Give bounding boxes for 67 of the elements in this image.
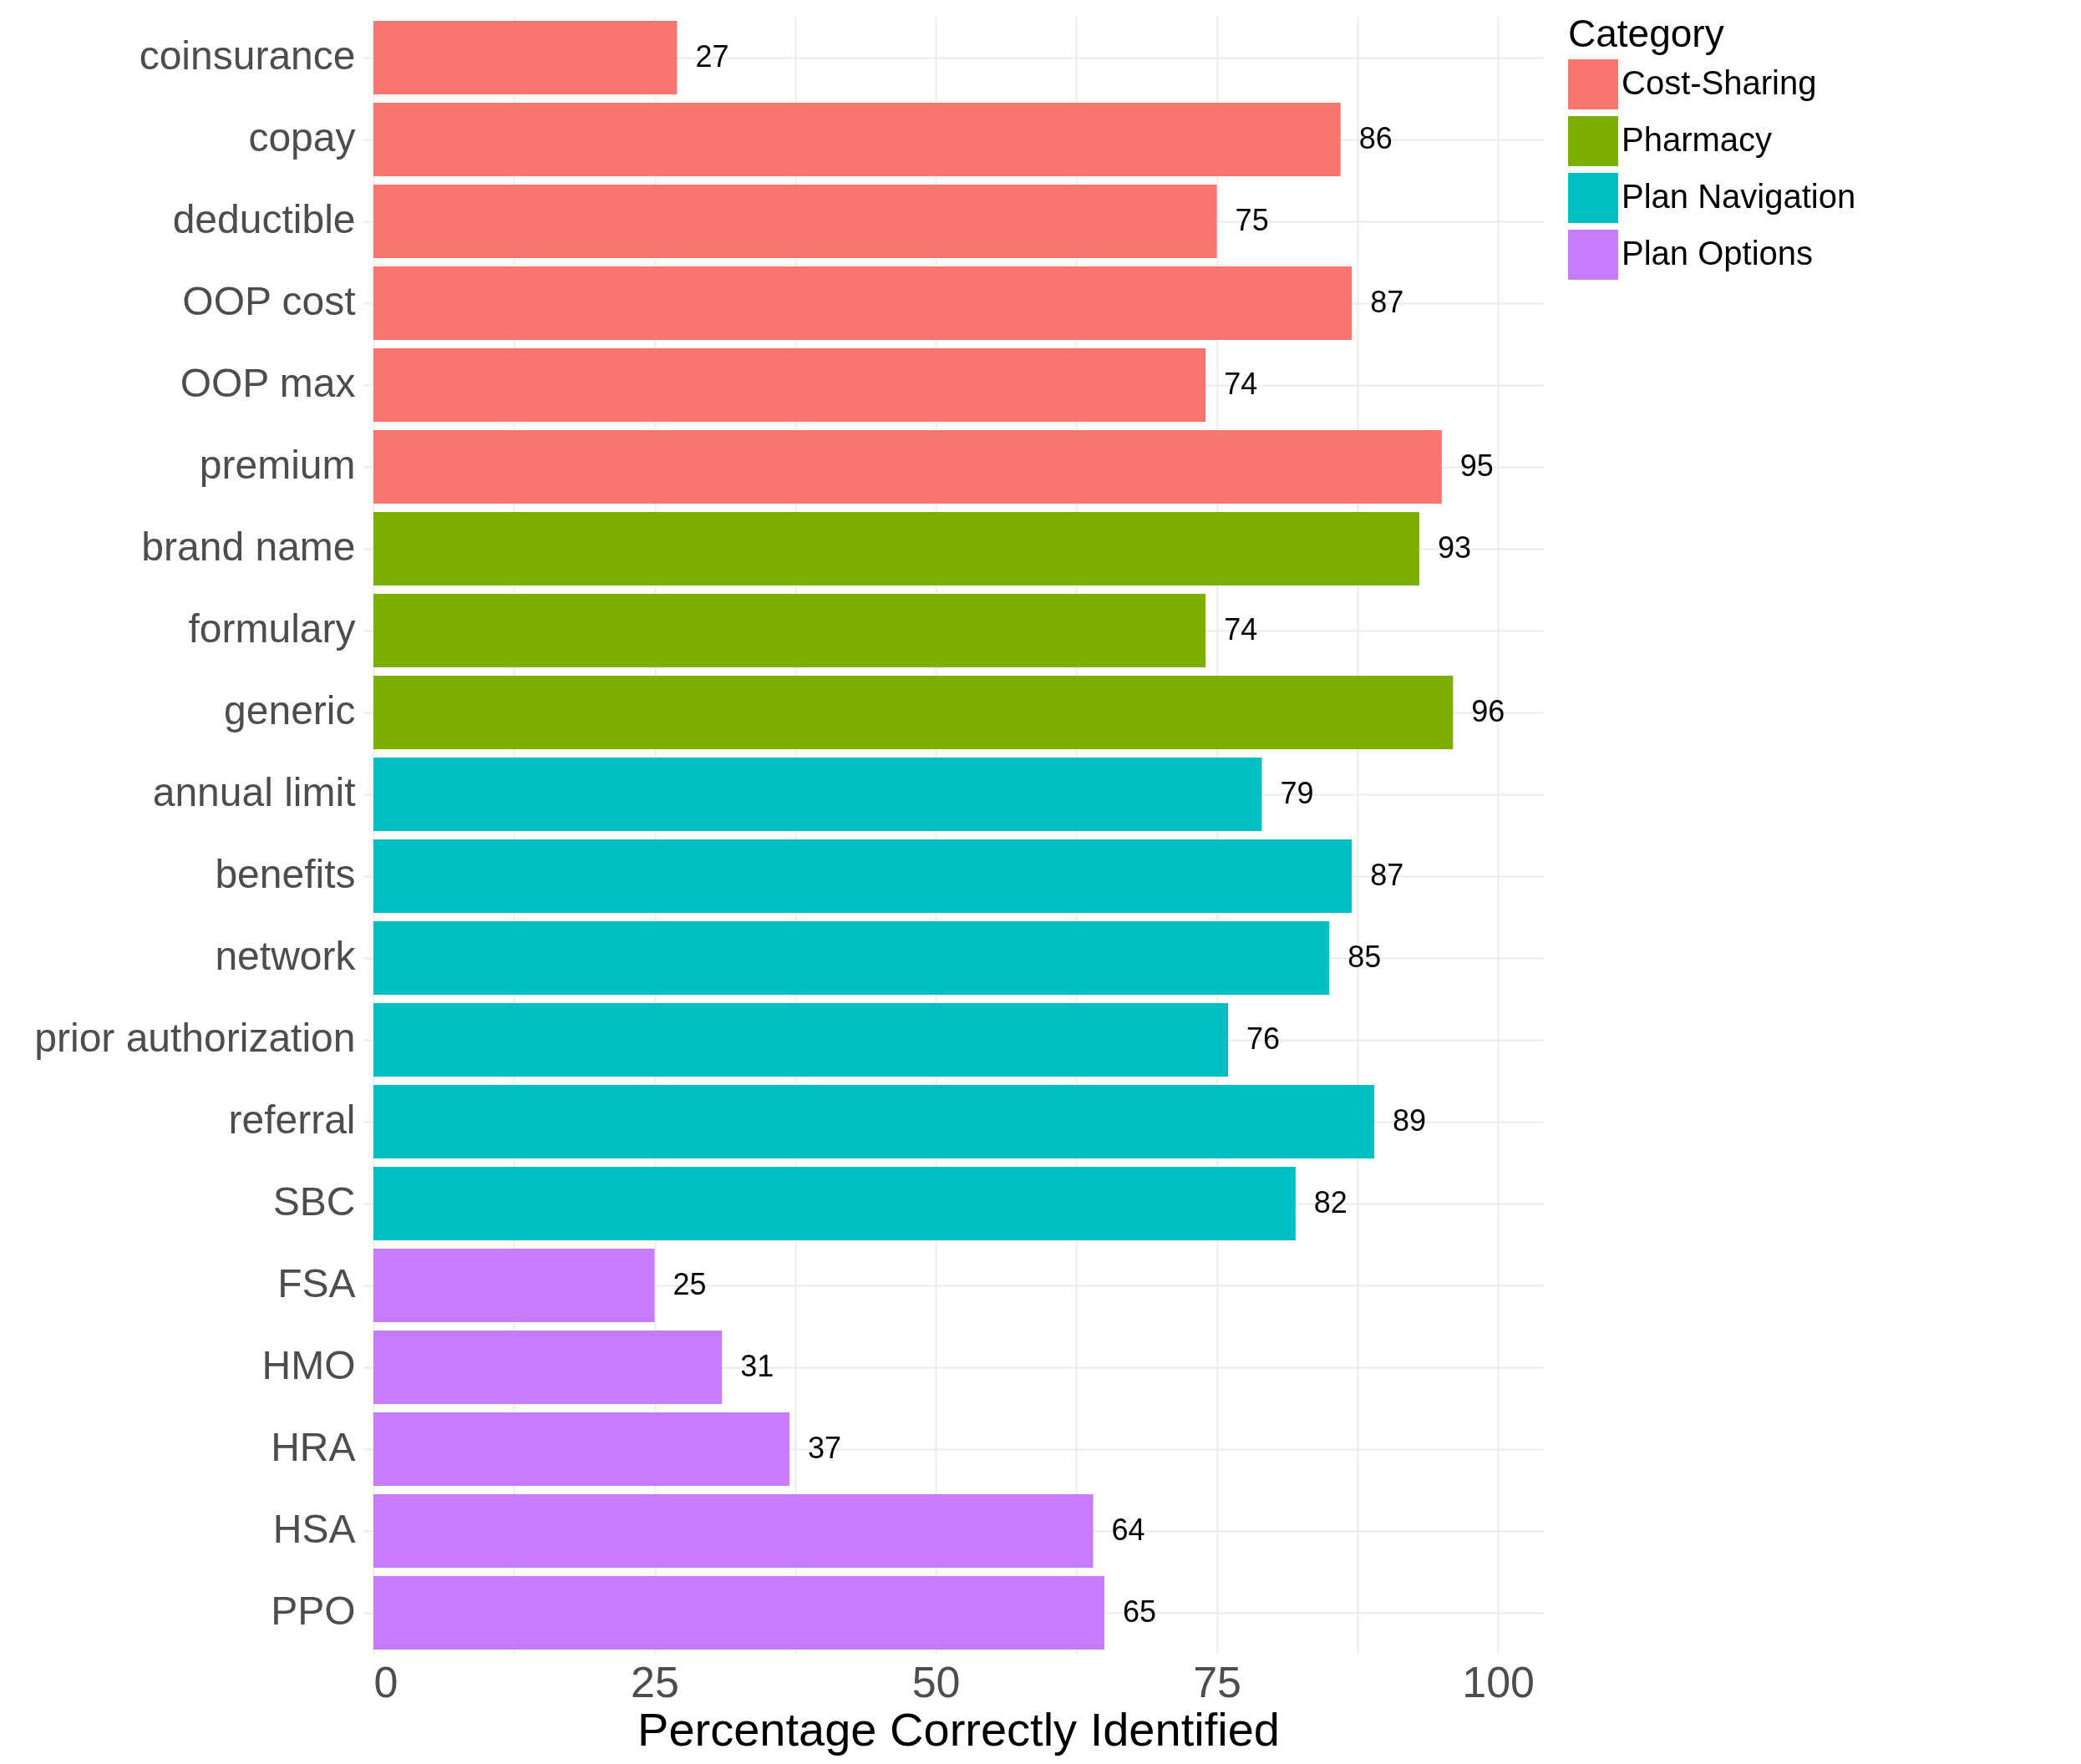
bar (373, 511, 1419, 586)
legend-label: Cost-Sharing (1622, 64, 1817, 101)
bar (373, 1084, 1375, 1159)
bar (373, 1575, 1104, 1650)
data-label: 27 (695, 39, 729, 74)
bar (373, 347, 1206, 423)
legend-label: Plan Navigation (1622, 178, 1856, 215)
data-label: 95 (1459, 449, 1494, 483)
y-tick-label: HRA (271, 1425, 356, 1469)
x-tick-label: 100 (1462, 1657, 1535, 1706)
data-label: 79 (1280, 776, 1314, 810)
data-label: 64 (1111, 1513, 1145, 1547)
data-label: 65 (1123, 1594, 1157, 1629)
data-label: 74 (1224, 612, 1258, 646)
y-tick-label: formulary (188, 606, 356, 651)
y-tick-label: OOP max (180, 361, 356, 405)
y-tick-label: SBC (272, 1179, 356, 1224)
data-label: 87 (1370, 858, 1404, 892)
legend-title: Category (1568, 12, 1724, 55)
y-tick-label: HMO (261, 1343, 356, 1387)
y-tick-label: PPO (271, 1589, 356, 1633)
bar (373, 102, 1341, 177)
bar (373, 1493, 1094, 1569)
data-label: 87 (1370, 285, 1404, 319)
data-label: 25 (673, 1267, 707, 1301)
data-label: 93 (1437, 530, 1471, 565)
y-tick-label: brand name (141, 525, 356, 569)
y-tick-label: network (215, 934, 357, 978)
y-tick-label: premium (199, 443, 356, 487)
bar (373, 184, 1217, 259)
data-label: 37 (808, 1431, 842, 1465)
data-label: 75 (1235, 203, 1269, 237)
y-tick-label: referral (228, 1097, 356, 1142)
data-label: 82 (1313, 1185, 1348, 1219)
y-tick-label: HSA (272, 1507, 356, 1551)
y-tick-label: FSA (277, 1261, 356, 1305)
y-tick-label: copay (248, 115, 356, 160)
data-label: 89 (1393, 1103, 1427, 1138)
y-tick-label: annual limit (152, 770, 356, 814)
bar (373, 920, 1330, 996)
legend-label: Pharmacy (1622, 121, 1773, 158)
y-tick-label: deductible (172, 197, 356, 241)
bar (373, 757, 1262, 832)
y-tick-label: benefits (215, 852, 356, 896)
data-label: 86 (1358, 121, 1393, 155)
data-label: 31 (740, 1349, 774, 1383)
data-label: 74 (1224, 367, 1258, 401)
bar (373, 1330, 723, 1405)
bar (373, 429, 1442, 504)
data-label: 85 (1348, 940, 1382, 974)
legend-label: Plan Options (1622, 235, 1814, 271)
bar (373, 20, 678, 95)
data-label: 96 (1471, 694, 1505, 728)
bar (373, 675, 1454, 750)
bar (373, 1166, 1296, 1241)
data-label: 76 (1246, 1021, 1281, 1056)
bar (373, 1248, 655, 1323)
bar (373, 1412, 790, 1487)
y-tick-label: coinsurance (139, 33, 356, 78)
bar (373, 266, 1353, 341)
bar (373, 593, 1206, 668)
bar (373, 1002, 1229, 1077)
y-tick-label: OOP cost (182, 279, 356, 323)
y-tick-label: generic (224, 688, 356, 732)
x-tick-label: 0 (373, 1657, 398, 1706)
y-tick-label: prior authorization (34, 1016, 356, 1060)
bar (373, 839, 1353, 914)
